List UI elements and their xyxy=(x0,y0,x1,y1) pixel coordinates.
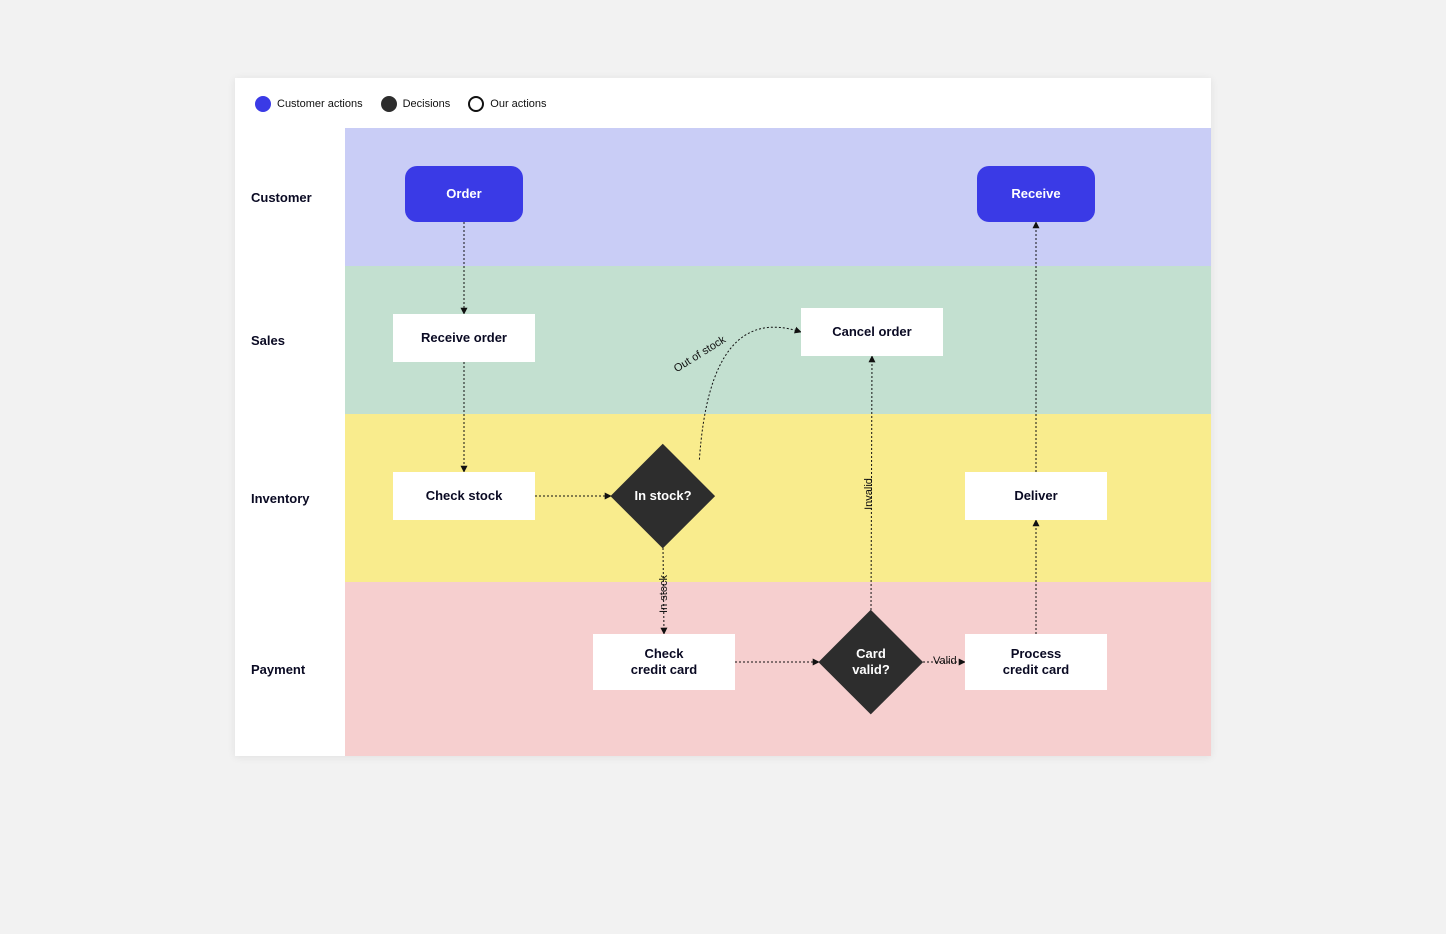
flow-node-order: Order xyxy=(405,166,523,222)
diagram-panel: Customer actions Decisions Our actions Cus… xyxy=(235,78,1211,756)
edge-label: Valid xyxy=(933,655,957,667)
edge-label: In stock xyxy=(658,575,670,613)
flow-node-label: Deliver xyxy=(1014,488,1057,504)
flow-node-label: Order xyxy=(446,186,481,202)
swimlane-label: Customer xyxy=(235,128,345,266)
edge-label: Invalid xyxy=(863,478,875,510)
flow-node-label: In stock? xyxy=(628,488,697,504)
legend-swatch xyxy=(255,96,271,112)
legend-item: Decisions xyxy=(381,96,451,112)
flow-node-label: Checkcredit card xyxy=(631,646,697,677)
canvas: Customer actions Decisions Our actions Cus… xyxy=(0,0,1446,934)
legend-item: Customer actions xyxy=(255,96,363,112)
legend-swatch xyxy=(468,96,484,112)
flow-node-receive: Receive xyxy=(977,166,1095,222)
flow-node-in_stock_q: In stock? xyxy=(611,444,715,548)
swimlane-label: Sales xyxy=(235,266,345,414)
flow-node-check_card: Checkcredit card xyxy=(593,634,735,690)
flow-node-recv_order: Receive order xyxy=(393,314,535,362)
legend-label: Customer actions xyxy=(277,98,363,110)
flow-node-check_stock: Check stock xyxy=(393,472,535,520)
flow-node-label: Processcredit card xyxy=(1003,646,1069,677)
legend: Customer actions Decisions Our actions xyxy=(235,78,1211,128)
flow-node-label: Cardvalid? xyxy=(846,646,896,677)
flow-node-label: Cancel order xyxy=(832,324,911,340)
flow-node-label: Receive order xyxy=(421,330,507,346)
legend-label: Our actions xyxy=(490,98,546,110)
swimlane-label: Inventory xyxy=(235,414,345,582)
flow-node-cancel: Cancel order xyxy=(801,308,943,356)
flow-node-label: Check stock xyxy=(426,488,503,504)
flow-node-deliver: Deliver xyxy=(965,472,1107,520)
legend-swatch xyxy=(381,96,397,112)
swimlane-label: Payment xyxy=(235,582,345,756)
flow-node-card_valid_q: Cardvalid? xyxy=(819,610,923,714)
legend-label: Decisions xyxy=(403,98,451,110)
legend-item: Our actions xyxy=(468,96,546,112)
swimlanes: CustomerSalesInventoryPaymentOut of stoc… xyxy=(235,128,1211,756)
flow-node-label: Receive xyxy=(1011,186,1060,202)
flow-node-process_card: Processcredit card xyxy=(965,634,1107,690)
